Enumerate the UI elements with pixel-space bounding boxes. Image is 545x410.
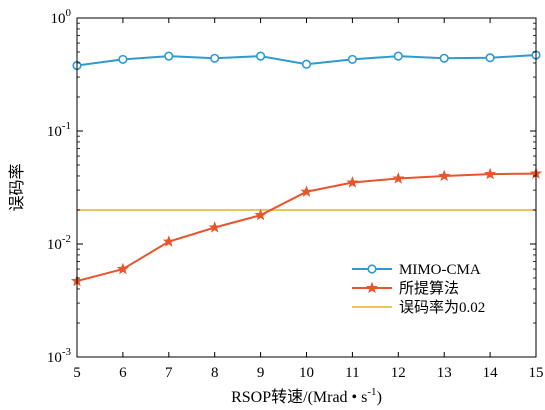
x-tick-label: 15 — [529, 365, 544, 381]
legend-entry-2: 误码率为0.02 — [352, 299, 485, 316]
legend-entry-1: 所提算法 — [352, 279, 459, 297]
x-axis-label: RSOP转速/(Mrad • s-1) — [231, 386, 382, 406]
x-tick-label: 7 — [165, 365, 173, 381]
x-tick-label: 5 — [73, 365, 81, 381]
legend-marker — [365, 281, 379, 294]
x-tick-label: 13 — [437, 365, 452, 381]
x-tick-label: 12 — [391, 365, 406, 381]
data-point — [118, 54, 128, 65]
data-point — [116, 262, 129, 275]
plot-area — [70, 50, 543, 287]
x-tick-label: 14 — [483, 365, 499, 381]
data-point — [393, 51, 403, 61]
legend-marker — [367, 264, 377, 274]
axes: 5 6 7 8 9 10 11 12 13 14 15 100 10-1 10-2 10-3 RSOP转速/(… — [7, 7, 544, 406]
data-point — [300, 185, 313, 197]
data-point — [439, 53, 449, 63]
legend-label: 误码率为0.02 — [399, 299, 485, 316]
x-tick-label: 9 — [257, 365, 265, 381]
data-point — [392, 172, 405, 184]
series-0 — [72, 50, 541, 71]
legend-label: MIMO-CMA — [399, 262, 481, 278]
data-point — [485, 53, 495, 63]
legend-label: 所提算法 — [399, 279, 459, 297]
data-point — [346, 176, 359, 188]
y-tick-label: 100 — [51, 7, 72, 27]
legend-entry-0: MIMO-CMA — [352, 262, 481, 278]
data-point — [210, 53, 220, 63]
y-tick-label: 10-2 — [47, 233, 71, 253]
x-tick-label: 10 — [299, 365, 314, 381]
data-point — [162, 235, 175, 247]
data-point — [347, 54, 358, 65]
y-tick-label: 10-1 — [47, 120, 71, 140]
x-tick-label: 6 — [119, 365, 127, 381]
x-tick-label: 8 — [211, 365, 219, 381]
x-tick-label: 11 — [345, 365, 359, 381]
y-axis-label: 误码率 — [7, 163, 26, 211]
data-point — [438, 169, 451, 182]
data-point — [484, 167, 497, 180]
data-point — [301, 59, 312, 69]
y-tick-label: 10-3 — [47, 346, 72, 366]
series-1 — [70, 167, 543, 287]
data-point — [254, 208, 267, 221]
data-point — [208, 221, 221, 233]
data-point — [164, 51, 174, 61]
data-point — [256, 51, 266, 61]
